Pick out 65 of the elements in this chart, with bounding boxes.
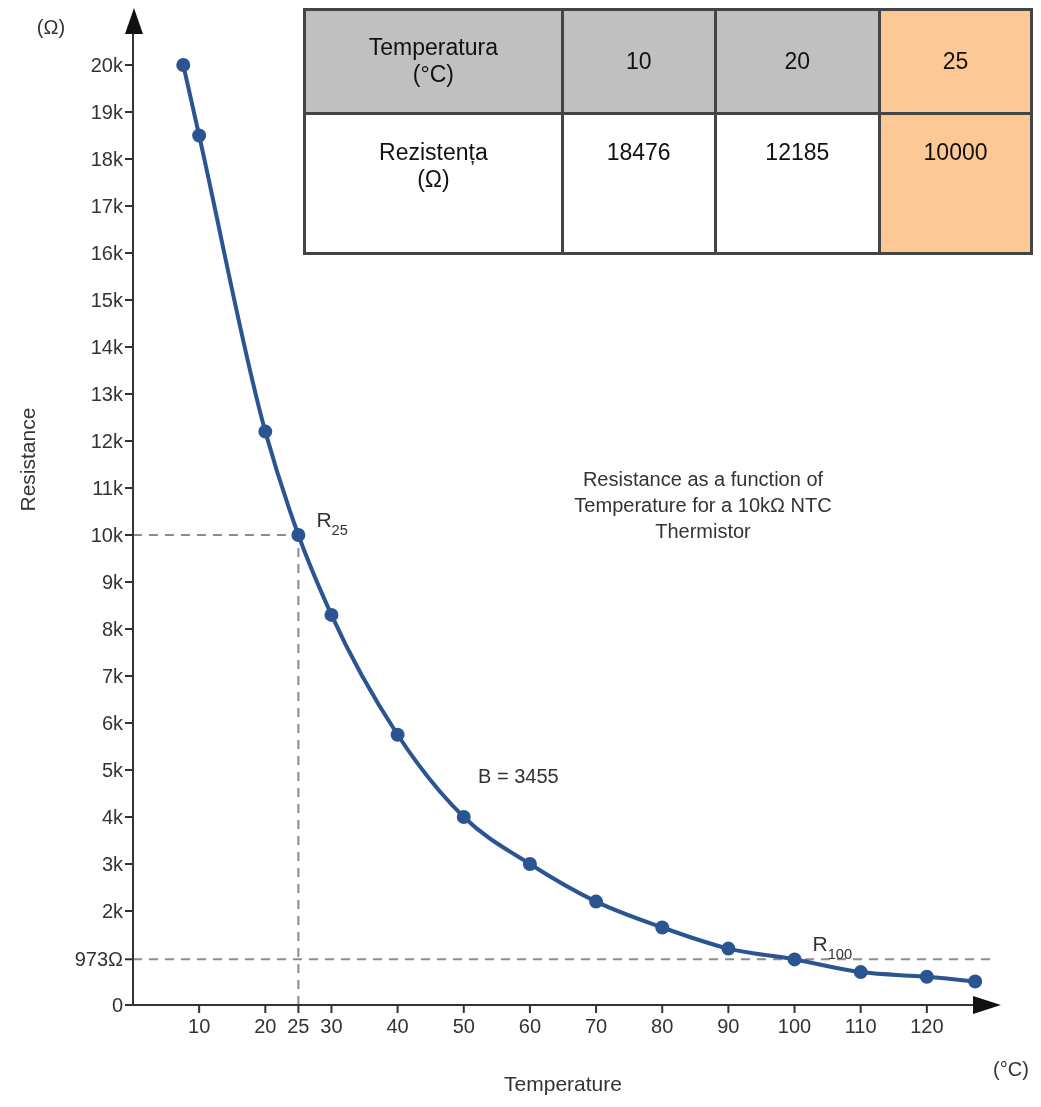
y-tick-label: 16k <box>90 242 124 265</box>
y-tick-label: 3k <box>101 853 124 876</box>
y-tick-label: 8k <box>101 618 124 641</box>
x-tick-label: 40 <box>386 1015 409 1038</box>
annotation: 12185 <box>764 139 831 166</box>
y-tick-label: 9k <box>101 571 124 594</box>
x-tick-label: 70 <box>584 1015 608 1038</box>
y-tick-label: 14k <box>90 336 124 359</box>
y-tick-label: 17k <box>90 195 124 218</box>
point <box>919 969 934 984</box>
annotation: 10 <box>624 47 653 75</box>
x-tick-label: 120 <box>910 1015 944 1038</box>
y-axis-title: Resistance <box>16 407 40 512</box>
x-tick-label: 25 <box>287 1015 310 1038</box>
y-tick-label: 11k <box>92 477 124 500</box>
annotation: Rezistența (Ω) <box>378 139 489 193</box>
x-tick-label: 20 <box>254 1015 277 1038</box>
y-tick-label: 5k <box>101 759 124 782</box>
point <box>192 128 207 143</box>
x-axis-title: Temperature <box>504 1072 622 1095</box>
point <box>589 894 604 909</box>
y-tick-label: 4k <box>101 806 124 829</box>
annotation: Temperatura (°C) <box>367 34 499 88</box>
y-tick-label: 0 <box>111 994 123 1017</box>
y-tick-label: 7k <box>101 665 124 688</box>
point <box>324 607 339 622</box>
point <box>390 727 405 742</box>
y-tick-label: 2k <box>101 900 124 923</box>
y-tick-label: 6k <box>101 712 124 735</box>
x-tick-label: 100 <box>777 1015 812 1038</box>
annotation: 10000 <box>922 139 989 166</box>
y-tick-label: 13k <box>90 383 124 406</box>
y-tick-label: 19k <box>90 101 124 124</box>
y-tick-label: 20k <box>90 54 124 77</box>
annotation: 18476 <box>605 139 672 166</box>
text: (Ω) <box>35 15 67 40</box>
point <box>291 528 306 542</box>
point <box>176 58 191 72</box>
text: (°C) <box>992 1057 1030 1082</box>
annotation: 25 <box>941 47 970 75</box>
point <box>522 857 537 871</box>
x-tick-label: 10 <box>188 1015 211 1038</box>
annotation: Resistance as a function of Temperature for a 10kΩ NTC Thermistor <box>573 467 833 544</box>
y-tick-label: 15k <box>90 289 124 312</box>
y-tick-label: 12k <box>90 430 124 453</box>
x-tick-label: 60 <box>518 1015 542 1038</box>
x-tick-label: 30 <box>320 1015 343 1038</box>
y-tick-label: 18k <box>90 148 124 171</box>
annotation: R$_{100}$ <box>812 932 853 963</box>
x-tick-label: 80 <box>651 1015 674 1038</box>
point <box>853 965 868 980</box>
x-tick-label: 50 <box>452 1015 475 1038</box>
point <box>456 810 471 824</box>
y-tick-label: 973Ω <box>74 948 124 971</box>
annotation: 20 <box>783 47 812 75</box>
annotation: R$_{25}$ <box>316 508 348 538</box>
point <box>968 974 983 989</box>
annotation: B = 3455 <box>478 764 560 789</box>
point <box>258 424 273 439</box>
point <box>655 920 670 935</box>
point <box>787 952 802 967</box>
x-tick-label: 110 <box>844 1015 877 1038</box>
point <box>721 941 736 956</box>
x-tick-label: 90 <box>717 1015 740 1038</box>
y-tick-label: 10k <box>90 524 124 547</box>
